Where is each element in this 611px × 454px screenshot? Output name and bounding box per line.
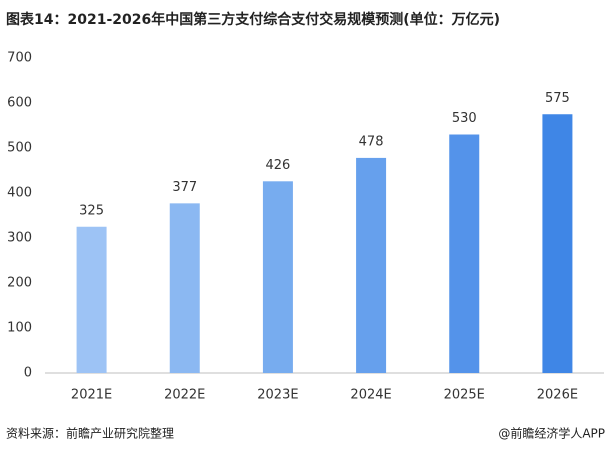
bar — [449, 134, 480, 373]
y-tick-label: 600 — [7, 96, 32, 111]
bar — [542, 114, 573, 373]
data-label: 530 — [452, 111, 477, 126]
chart-title: 图表14：2021-2026年中国第三方支付综合支付交易规模预测(单位：万亿元) — [6, 11, 500, 28]
bar — [169, 203, 200, 373]
y-tick-label: 500 — [7, 141, 32, 156]
data-label: 377 — [172, 180, 197, 195]
bar — [262, 181, 293, 373]
x-tick-label: 2022E — [164, 388, 205, 403]
data-label: 575 — [545, 91, 570, 106]
y-tick-label: 400 — [7, 186, 32, 201]
x-tick-label: 2021E — [71, 388, 112, 403]
y-tick-label: 700 — [7, 51, 32, 66]
bar — [356, 157, 387, 373]
y-tick-label: 200 — [7, 276, 32, 291]
credit: @前瞻经济学人APP — [498, 426, 605, 441]
x-tick-label: 2026E — [537, 388, 578, 403]
x-tick-label: 2025E — [444, 388, 485, 403]
data-label: 478 — [359, 134, 384, 149]
y-tick-label: 100 — [7, 321, 32, 336]
y-tick-label: 0 — [24, 366, 32, 381]
y-tick-label: 300 — [7, 231, 32, 246]
data-label: 325 — [79, 203, 104, 218]
x-tick-label: 2023E — [257, 388, 298, 403]
data-label: 426 — [266, 158, 291, 173]
x-tick-label: 2024E — [350, 388, 391, 403]
bar — [76, 226, 107, 373]
source: 资料来源：前瞻产业研究院整理 — [6, 426, 174, 441]
